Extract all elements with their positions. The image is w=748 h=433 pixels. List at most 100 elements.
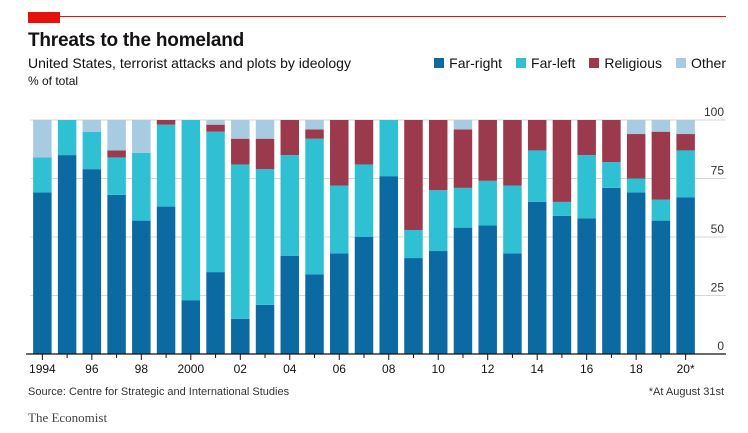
bar-religious-2007	[354, 120, 374, 165]
bar-far-left-1996	[82, 131, 102, 170]
bar-other-1996	[82, 120, 102, 132]
bar-religious-2001	[206, 124, 225, 132]
bar-religious-2009	[404, 120, 423, 230]
bar-far-left-2013	[503, 185, 522, 254]
bar-far-left-2009	[404, 229, 423, 259]
bar-religious-2015	[552, 120, 572, 202]
bar-far-left-1999	[156, 124, 176, 207]
bar-far-left-2006	[330, 185, 349, 254]
footnote: *At August 31st	[648, 386, 724, 398]
legend-label-far-left: Far-left	[531, 55, 576, 71]
bar-far-right-1995	[57, 155, 77, 354]
bar-far-right-1997	[107, 194, 126, 354]
bar-far-left-2019	[651, 199, 671, 221]
bar-far-left-2007	[354, 164, 374, 237]
y-tick-label-75: 75	[711, 164, 725, 178]
bar-religious-2017	[602, 120, 621, 163]
bar-far-right-2017	[602, 187, 621, 354]
x-tick-label-2018: 18	[629, 362, 643, 376]
bar-religious-2005	[305, 129, 324, 139]
bar-far-left-2005	[305, 138, 324, 275]
bar-far-left-2000	[181, 120, 201, 301]
bar-other-2018	[626, 120, 646, 135]
bar-religious-2019	[651, 131, 671, 200]
x-tick-label-2012: 12	[481, 362, 495, 376]
bar-far-right-2011	[453, 227, 473, 354]
legend-item-far-left: Far-left	[516, 55, 575, 71]
bar-religious-2013	[503, 120, 522, 186]
bar-other-2003	[255, 120, 275, 139]
legend-item-religious: Religious	[589, 55, 662, 71]
bar-far-left-2011	[453, 187, 473, 228]
publisher-brand: The Economist	[28, 410, 108, 425]
bar-far-right-2007	[354, 237, 374, 354]
bar-far-right-2016	[577, 218, 596, 354]
bar-other-2002	[231, 120, 250, 139]
bar-other-2011	[453, 120, 473, 130]
source-note: Source: Centre for Strategic and Interna…	[28, 386, 290, 398]
bar-religious-1997	[107, 150, 126, 158]
brand-red-tag	[28, 12, 60, 23]
bar-far-left-2020	[676, 150, 695, 198]
bar-far-left-2010	[428, 190, 448, 252]
top-rule	[28, 16, 726, 17]
bar-far-right-2000	[181, 300, 201, 354]
x-tick-label-2002: 02	[234, 362, 248, 376]
x-tick-label-2010: 10	[432, 362, 446, 376]
x-tick-label-2014: 14	[531, 362, 545, 376]
x-tick-label-2008: 08	[382, 362, 396, 376]
bar-far-right-2003	[255, 304, 275, 354]
bar-far-right-2002	[231, 318, 250, 354]
y-tick-label-50: 50	[711, 222, 725, 236]
bar-far-left-2014	[527, 150, 547, 202]
bar-far-left-2002	[231, 164, 250, 319]
bar-far-right-1996	[82, 169, 102, 354]
chart-title: Threats to the homeland	[28, 30, 245, 51]
y-tick-label-0: 0	[717, 339, 724, 353]
bar-far-left-1995	[57, 120, 77, 156]
bar-religious-2011	[453, 129, 473, 188]
bar-far-right-2010	[428, 251, 448, 354]
legend-swatch-far-left	[516, 58, 527, 68]
y-tick-label-100: 100	[704, 105, 724, 119]
bar-other-2020	[676, 120, 695, 135]
bar-far-right-2014	[527, 201, 547, 354]
bar-religious-2014	[527, 120, 547, 151]
bar-far-left-2001	[206, 131, 225, 273]
bar-religious-2012	[478, 120, 497, 181]
bar-far-right-2004	[280, 255, 300, 354]
bar-other-2001	[206, 120, 225, 125]
x-tick-label-1994: 1994	[29, 362, 56, 376]
y-axis-unit-label: % of total	[28, 74, 79, 88]
bar-far-right-2008	[379, 176, 398, 354]
bar-far-left-2004	[280, 155, 300, 256]
bar-far-right-2019	[651, 220, 671, 354]
bar-far-left-2008	[379, 120, 398, 177]
bar-religious-2006	[330, 120, 349, 186]
bar-far-right-1994	[33, 192, 52, 354]
bar-other-1994	[33, 120, 52, 158]
legend-item-far-right: Far-right	[434, 55, 502, 71]
bar-far-right-2005	[305, 274, 324, 354]
bar-religious-2004	[280, 120, 300, 156]
x-tick-label-2016: 16	[580, 362, 594, 376]
bar-religious-2016	[577, 120, 596, 156]
chart-subtitle: United States, terrorist attacks and plo…	[28, 55, 351, 71]
bar-religious-2003	[255, 138, 275, 170]
bar-far-right-1999	[156, 206, 176, 354]
legend-label-religious: Religious	[604, 55, 662, 71]
bar-religious-2020	[676, 134, 695, 151]
legend: Far-right Far-left Religious Other	[434, 55, 726, 71]
bar-far-right-1998	[132, 220, 151, 354]
legend-label-other: Other	[690, 55, 726, 71]
legend-label-far-right: Far-right	[449, 55, 503, 71]
bar-far-right-2006	[330, 253, 349, 354]
bar-far-right-2020	[676, 197, 695, 354]
x-tick-label-2004: 04	[283, 362, 297, 376]
bar-religious-2002	[231, 138, 250, 165]
bar-other-1997	[107, 120, 126, 151]
legend-swatch-other	[675, 58, 686, 68]
x-tick-label-1996: 96	[85, 362, 99, 376]
bar-far-right-2013	[503, 253, 522, 354]
bar-far-right-2012	[478, 225, 497, 354]
